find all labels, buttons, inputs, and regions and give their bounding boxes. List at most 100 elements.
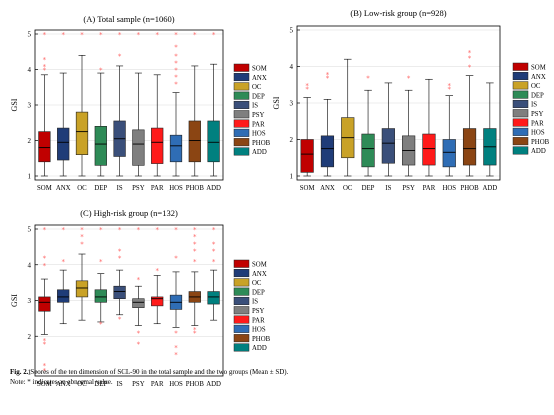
legend-swatch bbox=[512, 109, 529, 118]
outlier-marker: * bbox=[174, 43, 178, 51]
iqr-box bbox=[132, 298, 145, 308]
y-tick-label: 1 bbox=[28, 173, 32, 181]
outlier-marker: * bbox=[193, 247, 197, 255]
x-tick-label: PHOB bbox=[460, 185, 479, 192]
outlier-marker: * bbox=[80, 31, 84, 39]
legend-swatch bbox=[233, 334, 250, 343]
iqr-box bbox=[462, 128, 477, 166]
legend-label: ANX bbox=[252, 75, 267, 82]
iqr-box bbox=[188, 120, 201, 163]
outlier-marker: * bbox=[193, 330, 197, 338]
outlier-marker: * bbox=[118, 226, 122, 234]
box-is: **** bbox=[113, 226, 126, 323]
outlier-marker: * bbox=[43, 340, 47, 348]
outlier-marker: * bbox=[174, 74, 178, 82]
box-dep: ** bbox=[94, 31, 107, 177]
legend-swatch bbox=[233, 138, 250, 147]
iqr-box bbox=[169, 134, 183, 163]
legend-swatch bbox=[233, 324, 250, 333]
outlier-marker: * bbox=[174, 255, 178, 263]
box-som: **** bbox=[38, 31, 51, 177]
outlier-marker: * bbox=[366, 74, 370, 82]
legend-swatch bbox=[233, 82, 250, 91]
outlier-marker: * bbox=[193, 258, 197, 266]
legend-swatch bbox=[512, 90, 529, 99]
y-tick-label: 2 bbox=[290, 136, 294, 144]
legend-label: OC bbox=[252, 280, 262, 287]
outlier-marker: * bbox=[118, 247, 122, 255]
x-tick-label: ADD bbox=[482, 185, 497, 192]
box-dep: * bbox=[361, 74, 375, 177]
caption-fig-label: Fig. 2. bbox=[10, 368, 29, 376]
outlier-marker: * bbox=[137, 276, 141, 284]
legend-label: ADD bbox=[252, 149, 267, 156]
outlier-marker: * bbox=[174, 351, 178, 359]
legend-swatch bbox=[512, 137, 529, 146]
chart-panel-c: (C) High-risk group (n=132)12345GSI*****… bbox=[10, 208, 271, 388]
legend-label: PSY bbox=[252, 308, 265, 315]
legend-label: PSY bbox=[531, 111, 544, 118]
outlier-marker: * bbox=[137, 31, 141, 39]
iqr-box bbox=[94, 126, 107, 166]
chart-panel-a: (A) Total sample (n=1060)12345GSI****SOM… bbox=[10, 14, 271, 192]
outlier-marker: * bbox=[43, 337, 47, 345]
outlier-marker: * bbox=[193, 226, 197, 234]
outlier-marker: * bbox=[99, 31, 103, 39]
outlier-marker: * bbox=[193, 326, 197, 334]
outlier-marker: * bbox=[326, 74, 330, 82]
outlier-marker: * bbox=[118, 31, 122, 39]
legend-swatch bbox=[233, 119, 250, 128]
legend-swatch bbox=[233, 315, 250, 324]
legend-label: PAR bbox=[531, 120, 544, 127]
box-is bbox=[381, 82, 395, 177]
legend-swatch bbox=[233, 100, 250, 109]
y-tick-label: 2 bbox=[28, 137, 32, 145]
outlier-marker: * bbox=[174, 31, 178, 39]
legend-swatch bbox=[233, 278, 250, 287]
x-tick-label: PAR bbox=[423, 185, 436, 192]
box-hos: ** bbox=[442, 82, 456, 177]
outlier-marker: * bbox=[43, 63, 47, 71]
x-tick-label: IS bbox=[385, 185, 391, 192]
outlier-marker: * bbox=[43, 262, 47, 270]
legend-swatch bbox=[233, 91, 250, 100]
iqr-box bbox=[38, 296, 51, 312]
legend-swatch bbox=[233, 147, 250, 156]
legend-swatch bbox=[512, 127, 529, 136]
box-anx: ** bbox=[57, 226, 70, 325]
caption-note: Note: * indicates an abnormal value. bbox=[10, 378, 113, 386]
outlier-marker: * bbox=[448, 85, 452, 93]
iqr-box bbox=[422, 133, 436, 166]
box-psy: * bbox=[402, 74, 416, 177]
x-tick-label: HOS bbox=[442, 185, 456, 192]
iqr-box bbox=[300, 139, 314, 173]
legend-swatch bbox=[233, 128, 250, 137]
legend-label: IS bbox=[252, 103, 258, 110]
outlier-marker: * bbox=[174, 59, 178, 67]
outlier-marker: * bbox=[212, 31, 216, 39]
iqr-box bbox=[442, 139, 456, 168]
x-tick-label: PSY bbox=[132, 381, 145, 388]
legend-swatch bbox=[512, 146, 529, 155]
outlier-marker: * bbox=[193, 240, 197, 248]
legend: SOM ANX OC DEP IS PSY PAR HOS PHOB ADD bbox=[512, 62, 550, 155]
y-axis-label: GSI bbox=[10, 294, 19, 307]
iqr-box bbox=[75, 280, 89, 298]
legend-label: ANX bbox=[252, 271, 267, 278]
y-tick-label: 1 bbox=[28, 369, 32, 377]
y-tick-label: 4 bbox=[290, 63, 294, 71]
legend-label: SOM bbox=[531, 65, 546, 72]
legend-swatch bbox=[233, 306, 250, 315]
iqr-box bbox=[151, 127, 164, 164]
legend-label: SOM bbox=[252, 66, 267, 73]
x-tick-label: ANX bbox=[320, 185, 335, 192]
outlier-marker: * bbox=[43, 31, 47, 39]
box-phob: ******* bbox=[188, 226, 201, 338]
box-anx: * bbox=[57, 31, 70, 177]
box-add: * bbox=[207, 31, 220, 177]
outlier-marker: * bbox=[174, 67, 178, 75]
box-anx: ** bbox=[320, 71, 335, 177]
iqr-box bbox=[57, 289, 70, 303]
outlier-marker: * bbox=[43, 56, 47, 64]
iqr-box bbox=[38, 131, 51, 163]
